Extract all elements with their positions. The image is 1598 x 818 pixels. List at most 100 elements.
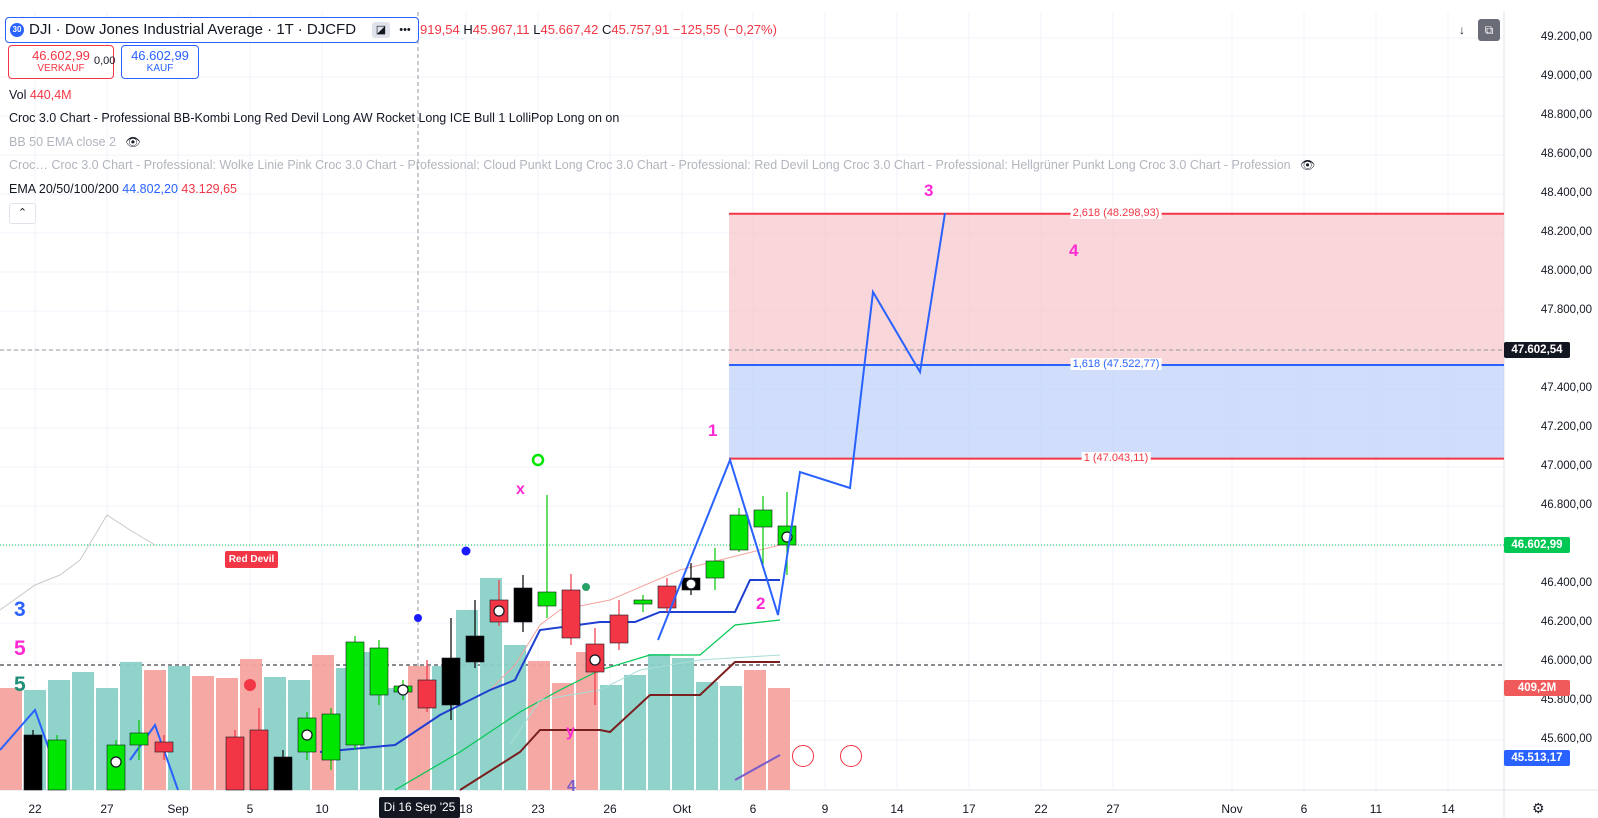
hidden-eye-icon[interactable]: 👁︎ xyxy=(125,135,141,149)
us-flag-event-icon[interactable] xyxy=(792,745,814,767)
elliott-projection-line xyxy=(657,212,946,641)
volume-bar xyxy=(576,652,598,790)
red-dot-marker xyxy=(244,679,256,691)
wave-label-1: 1 xyxy=(708,421,718,440)
candle-body xyxy=(273,756,293,791)
time-axis-label: 18 xyxy=(459,802,473,816)
chevron-up-icon: ⌃ xyxy=(17,207,28,219)
volume-bar xyxy=(672,658,694,790)
candle-body xyxy=(465,635,485,663)
croc-hidden-legend[interactable]: Croc… Croc 3.0 Chart - Professional: Wol… xyxy=(9,158,1315,172)
volume-bar xyxy=(600,685,622,790)
buy-button[interactable]: 46.602,99 KAUF xyxy=(121,45,199,79)
fib-zone-upper xyxy=(729,213,1504,366)
ema-legend[interactable]: EMA 20/50/100/200 44.802,20 43.129,65 xyxy=(9,182,237,196)
settings-gear-icon[interactable]: ⚙ xyxy=(1532,800,1545,816)
candle-body xyxy=(729,514,749,551)
candle-body xyxy=(249,729,269,791)
lollipop-marker xyxy=(589,654,601,666)
ema-100-line xyxy=(0,514,156,611)
low-label: L xyxy=(533,22,541,37)
cloud-lower-line xyxy=(509,654,781,746)
fib-level-label: 2,618 (48.298,93) xyxy=(1070,206,1162,219)
croc-indicator-text: Croc 3.0 Chart - Professional BB-Kombi L… xyxy=(9,111,620,125)
candle-body xyxy=(369,647,389,696)
more-dots-icon[interactable]: ••• xyxy=(396,22,414,38)
price-axis-label: 47.400,00 xyxy=(1540,382,1592,394)
change-value: −125,55 (−0,27%) xyxy=(672,22,777,37)
price-axis-label: 49.200,00 xyxy=(1540,31,1592,43)
time-axis-label: 17 xyxy=(962,802,976,816)
fib-zone-lower xyxy=(729,365,1504,459)
sell-button[interactable]: 46.602,99 VERKAUF xyxy=(8,45,114,79)
us-flag-event-icon[interactable] xyxy=(840,745,862,767)
volume-value: 440,4M xyxy=(29,88,72,102)
volume-bar xyxy=(648,654,670,790)
wave-label-left-3: 3 xyxy=(14,598,26,621)
hidden-eye-icon[interactable]: 👁︎ xyxy=(1300,158,1316,172)
time-axis-label: 14 xyxy=(890,802,904,816)
ema-value-2: 43.129,65 xyxy=(181,182,237,196)
wave-label-4: 4 xyxy=(1069,241,1079,260)
volume-legend[interactable]: Vol 440,4M xyxy=(9,88,72,102)
price-axis-label: 47.800,00 xyxy=(1540,304,1592,316)
ohlc-readout: 919,54 H45.967,11 L45.667,42 C45.757,91 … xyxy=(420,22,777,37)
symbol-search-box[interactable]: 30 DJI · Dow Jones Industrial Average · … xyxy=(5,17,419,43)
candle-body xyxy=(657,585,677,609)
volume-bar xyxy=(168,666,190,790)
time-axis-label: 11 xyxy=(1369,802,1383,816)
candle-body xyxy=(537,591,557,607)
candle-body xyxy=(129,732,149,746)
open-value: 919,54 xyxy=(420,22,460,37)
candle-body xyxy=(633,599,653,605)
price-axis-label: 47.200,00 xyxy=(1540,421,1592,433)
blue-dot-marker xyxy=(414,614,422,622)
high-value: 45.967,11 xyxy=(472,22,530,37)
candle-body xyxy=(154,741,174,753)
buy-label: KAUF xyxy=(146,63,174,74)
price-axis-tag: 46.602,99 xyxy=(1504,537,1570,553)
croc-indicator-legend[interactable]: Croc 3.0 Chart - Professional BB-Kombi L… xyxy=(9,111,619,125)
candle-body xyxy=(513,587,533,623)
wave-label-x: x xyxy=(516,481,525,498)
blue-dot-marker xyxy=(461,546,471,556)
volume-bar xyxy=(384,688,406,790)
candle-body xyxy=(441,657,461,706)
volume-bar xyxy=(0,688,22,790)
price-axis-label: 45.800,00 xyxy=(1540,694,1592,706)
ema-200-line xyxy=(459,661,780,791)
time-axis-label: 6 xyxy=(1300,802,1308,816)
price-axis-tag: 47.602,54 xyxy=(1504,342,1570,358)
time-axis-label: Nov xyxy=(1221,802,1243,816)
price-axis-label: 47.000,00 xyxy=(1540,460,1592,472)
ema-value-1: 44.802,20 xyxy=(122,182,178,196)
volume-bar xyxy=(768,688,790,790)
candle-body xyxy=(345,641,365,746)
collapse-legend-button[interactable]: ⌃ xyxy=(9,203,36,224)
ema-label: EMA 20/50/100/200 xyxy=(9,182,119,196)
spread-value: 0,00 xyxy=(94,55,116,67)
symbol-title[interactable]: DJI · Dow Jones Industrial Average · 1T … xyxy=(29,21,357,38)
volume-label: Vol xyxy=(9,88,27,102)
compare-icon[interactable]: ◪ xyxy=(372,22,390,38)
time-axis-label: 27 xyxy=(100,802,114,816)
wave-label-2: 2 xyxy=(756,594,766,613)
price-axis-label: 46.400,00 xyxy=(1540,577,1592,589)
symbol-logo: 30 xyxy=(10,23,24,37)
volume-bar xyxy=(720,686,742,790)
volume-bar xyxy=(144,670,166,790)
time-axis-label: 23 xyxy=(531,802,545,816)
crosshair-date: Di 16 Sep '25 xyxy=(379,797,460,818)
bb-indicator-legend[interactable]: BB 50 EMA close 2 👁︎ xyxy=(9,135,141,149)
lollipop-marker xyxy=(397,684,409,696)
sell-label: VERKAUF xyxy=(37,63,85,74)
price-axis-label: 48.800,00 xyxy=(1540,109,1592,121)
fullscreen-icon[interactable]: ⧉ xyxy=(1478,19,1500,41)
lollipop-marker xyxy=(110,756,122,768)
download-arrow-icon[interactable]: ↓ xyxy=(1459,23,1465,37)
red-devil-signal: Red Devil xyxy=(225,551,278,568)
left-wave-line xyxy=(129,722,179,791)
close-label: C xyxy=(601,22,612,37)
candle-body xyxy=(47,739,67,791)
